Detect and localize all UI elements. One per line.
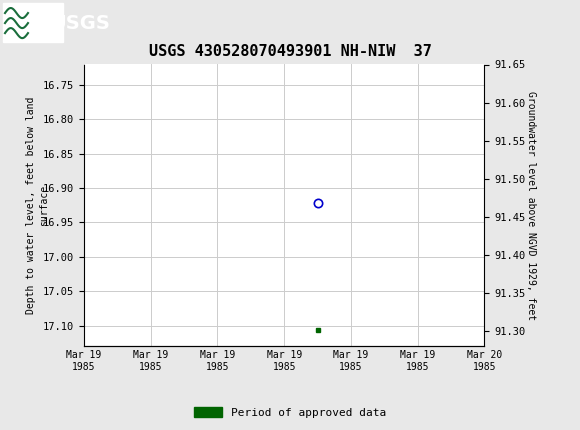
Bar xyxy=(3,3,63,42)
Y-axis label: Groundwater level above NGVD 1929, feet: Groundwater level above NGVD 1929, feet xyxy=(526,91,536,320)
Text: USGS 430528070493901 NH-NIW  37: USGS 430528070493901 NH-NIW 37 xyxy=(148,44,432,59)
Legend: Period of approved data: Period of approved data xyxy=(190,403,390,422)
Text: USGS: USGS xyxy=(50,14,110,33)
Y-axis label: Depth to water level, feet below land
surface: Depth to water level, feet below land su… xyxy=(26,97,49,314)
